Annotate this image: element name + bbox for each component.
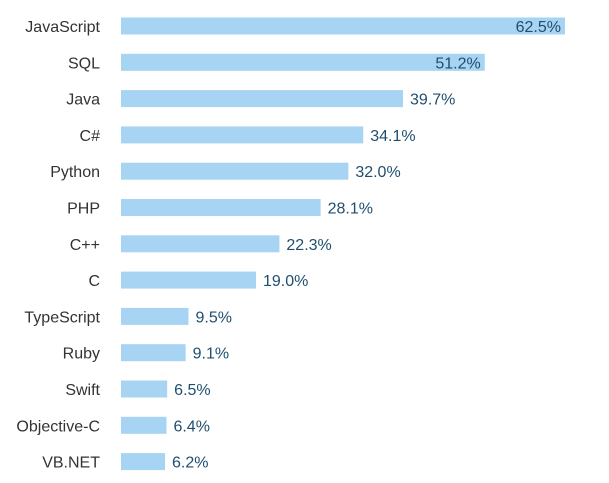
value-label: 34.1% <box>370 128 415 145</box>
category-label: VB.NET <box>42 455 100 472</box>
category-label: TypeScript <box>24 309 100 326</box>
value-label: 32.0% <box>355 164 400 181</box>
bar <box>121 17 565 35</box>
bar <box>121 344 186 362</box>
category-label: JavaScript <box>25 19 100 36</box>
bar <box>121 53 485 71</box>
value-label: 62.5% <box>516 19 561 36</box>
value-label: 6.5% <box>174 382 210 399</box>
bar <box>121 416 167 434</box>
category-label: C# <box>80 128 101 145</box>
category-label: Java <box>66 92 100 109</box>
category-label: Swift <box>65 382 100 399</box>
category-label: Ruby <box>63 346 100 363</box>
value-label: 9.1% <box>193 346 229 363</box>
value-label: 19.0% <box>263 273 308 290</box>
category-label: SQL <box>68 55 100 72</box>
bar <box>121 307 189 325</box>
value-label: 22.3% <box>286 237 331 254</box>
value-label: 6.2% <box>172 455 208 472</box>
category-label: PHP <box>67 201 100 218</box>
value-label: 28.1% <box>328 201 373 218</box>
value-label: 9.5% <box>195 309 231 326</box>
bar <box>121 235 280 253</box>
bar <box>121 199 321 216</box>
bar <box>121 380 168 398</box>
category-label: C++ <box>70 237 100 254</box>
bar <box>121 90 404 108</box>
category-label: Objective-C <box>16 418 100 435</box>
category-label: C <box>88 273 100 290</box>
bar <box>121 162 349 180</box>
category-label: Python <box>50 164 100 181</box>
value-label: 39.7% <box>410 92 455 109</box>
bar <box>121 126 364 144</box>
value-label: 6.4% <box>173 418 209 435</box>
value-label: 51.2% <box>435 55 480 72</box>
bar <box>121 453 166 471</box>
bar <box>121 271 256 289</box>
